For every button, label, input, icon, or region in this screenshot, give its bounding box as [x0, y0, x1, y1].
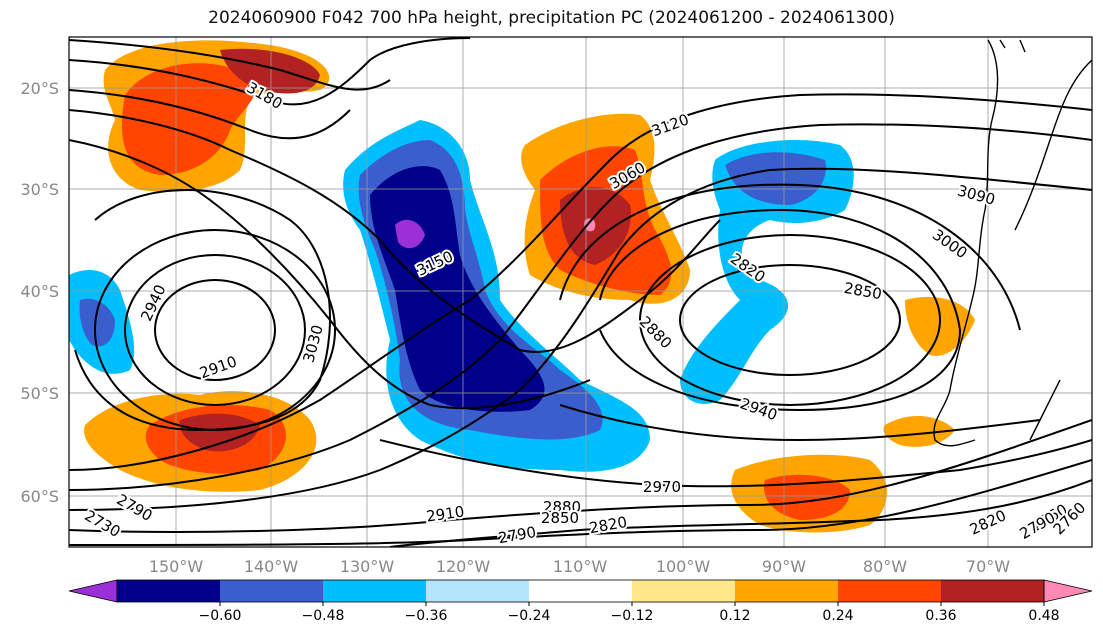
colorbar-tick-label: −0.48	[302, 608, 345, 624]
lat-label: 60°S	[20, 487, 59, 506]
colorbar-extend-high	[1043, 579, 1093, 603]
colorbar-segment	[220, 580, 324, 602]
lat-label: 20°S	[20, 79, 59, 98]
colorbar-tick-label: 0.24	[822, 608, 853, 624]
colorbar-segment	[838, 580, 942, 602]
precip-region-negative	[725, 152, 826, 205]
colorbar-tick-label: −0.60	[199, 608, 242, 624]
colorbar-segment	[632, 580, 736, 602]
plot-frame	[68, 36, 1093, 548]
colorbar-segment	[941, 580, 1045, 602]
contour-label: 2970	[643, 478, 681, 496]
contour-label: 3030	[300, 323, 327, 365]
contour-label: 2910	[425, 502, 465, 525]
precip-region-positive	[584, 218, 596, 232]
contour-label: 3120	[649, 110, 691, 140]
lon-label: 120°W	[436, 557, 491, 576]
precip-region-positive	[179, 413, 260, 452]
contour-label: 2850	[541, 509, 579, 527]
contour-label: 2940	[738, 394, 780, 424]
colorbar-tick-label: 0.36	[925, 608, 956, 624]
contour-label: 3090	[956, 182, 998, 209]
colorbar-segment	[426, 580, 530, 602]
map-gridlines	[69, 37, 1092, 547]
lat-label: 30°S	[20, 180, 59, 199]
colorbar-tick-label: 0.12	[719, 608, 750, 624]
lon-label: 150°W	[149, 557, 204, 576]
lon-label: 100°W	[656, 557, 711, 576]
colorbar-outline	[116, 579, 1045, 603]
lon-label: 130°W	[340, 557, 395, 576]
map-title: 2024060900 F042 700 hPa height, precipit…	[208, 8, 895, 28]
precip-region-negative	[79, 298, 115, 347]
contour-label: 2880	[543, 498, 581, 516]
contour-label: 2790	[497, 523, 538, 547]
height-contours	[69, 37, 1092, 547]
colorbar-segment	[735, 580, 839, 602]
colorbar-segment	[529, 580, 633, 602]
colorbar-tick-label: −0.12	[611, 608, 654, 624]
colorbar-extend-low	[68, 579, 118, 603]
lat-label: 50°S	[20, 384, 59, 403]
colorbar-tick-label: −0.36	[405, 608, 448, 624]
precip-region-negative	[395, 219, 425, 249]
colorbar: −0.60 −0.48 −0.36 −0.24 −0.12 0.12 0.24 0.36 0.4…	[68, 579, 1093, 624]
colorbar-tick-label: −0.24	[508, 608, 551, 624]
precip-region-positive	[764, 474, 850, 520]
precip-region-negative	[680, 140, 854, 404]
lon-label: 70°W	[966, 557, 1010, 576]
coastline	[933, 39, 1092, 447]
lon-label: 140°W	[244, 557, 299, 576]
contour-label: 2850	[843, 279, 884, 303]
precip-region-positive	[121, 63, 257, 175]
colorbar-segment	[323, 580, 427, 602]
lat-label: 40°S	[20, 282, 59, 301]
colorbar-tick-label: 0.48	[1028, 608, 1059, 624]
lon-label: 80°W	[863, 557, 907, 576]
lon-label: 90°W	[762, 557, 806, 576]
precip-region-positive	[883, 415, 955, 447]
lon-label: 110°W	[553, 557, 608, 576]
precip-region-positive	[560, 187, 631, 265]
colorbar-segment	[117, 580, 221, 602]
contour-label: 2730	[81, 506, 123, 541]
precip-region-positive	[220, 48, 320, 94]
